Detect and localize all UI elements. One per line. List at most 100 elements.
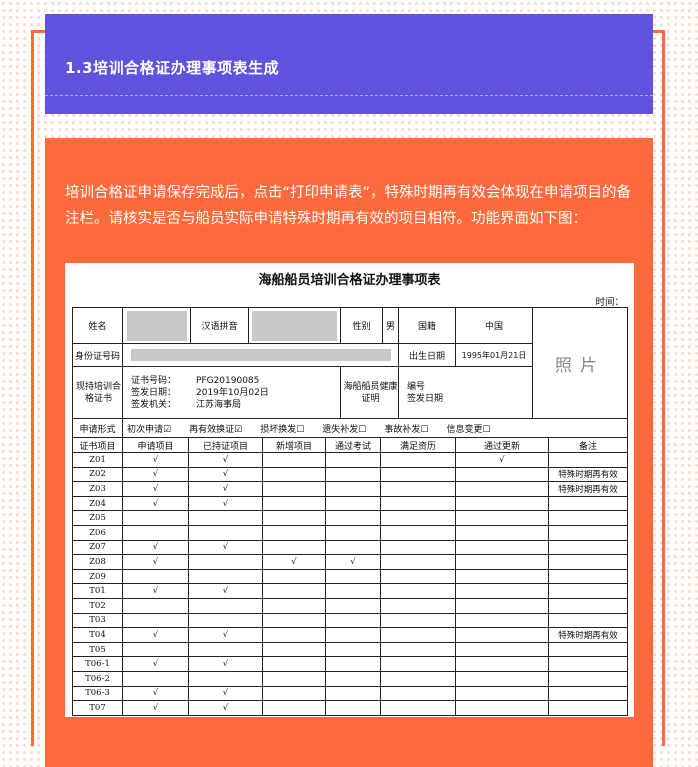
table-cell [548,554,628,570]
item-code: T03 [72,612,123,629]
issue-date: 2019年10月02日 [196,387,269,398]
issuer: 江苏海事局 [196,399,242,410]
name-value [122,307,191,344]
table-cell [122,670,189,687]
table-cell [380,466,456,483]
id-label: 身份证号码 [72,343,123,367]
table-cell [548,583,628,599]
table-cell [380,568,456,585]
table-row: Z02 √ √ 特殊时期再有效 [72,466,628,483]
table-cell [262,495,326,512]
table-cell [262,452,326,468]
table-cell: √ [188,656,263,672]
apply-option: 初次申请☑ [127,425,171,435]
table-cell [122,641,189,658]
name-label: 姓名 [72,307,123,344]
table-cell: √ [188,539,263,556]
table-row: Z07 √ √ [72,539,628,556]
table-cell: √ [188,700,263,716]
item-code: Z09 [72,568,123,585]
table-cell [380,554,456,570]
column-header: 申请项目 [122,437,189,453]
apply-option: 事故补发☐ [384,425,428,435]
table-row: T06-3 √ √ [72,685,628,702]
table-cell: √ [262,554,326,570]
nationality-value: 中国 [455,307,533,344]
table-cell [455,583,549,599]
table-cell [262,612,326,629]
issue-date-label: 签发日期： [131,387,177,398]
table-cell [262,539,326,556]
form-title: 海船船员培训合格证办理事项表 [258,273,441,288]
table-cell [380,583,456,599]
table-cell [380,670,456,687]
table-cell [188,641,263,658]
apply-option-label: 遗失补发 [322,424,359,435]
table-cell [262,583,326,599]
table-row: T01 √ √ [72,583,628,599]
apply-option: 信息变更☐ [446,425,490,435]
table-cell [548,510,628,526]
table-cell [262,656,326,672]
birth-label: 出生日期 [398,343,456,367]
table-cell: 特殊时期再有效 [548,627,628,643]
apply-label: 申请形式 [72,418,123,438]
table-cell [188,597,263,614]
gender-label: 性别 [340,307,383,344]
pinyin-label: 汉语拼音 [190,307,249,344]
table-cell [262,524,326,541]
table-cell [188,510,263,526]
table-cell: √ [122,627,189,643]
table-cell [380,597,456,614]
table-cell [380,452,456,468]
table-cell: √ [122,452,189,468]
health-label: 海船船员健康证明 [340,366,399,419]
checked-box-icon: ☑ [234,424,243,435]
column-header: 备注 [548,437,628,453]
table-cell [455,466,549,483]
table-cell [455,685,549,702]
table-cell [188,554,263,570]
table-cell: √ [122,583,189,599]
table-cell: √ [188,481,263,497]
table-cell [455,539,549,556]
table-row: T06-1 √ √ [72,656,628,672]
empty-box-icon: ☐ [482,424,491,435]
table-cell [380,656,456,672]
table-cell [262,466,326,483]
item-code: Z01 [72,452,123,468]
apply-option: 损坏换发☐ [260,425,304,435]
table-cell [122,524,189,541]
table-cell [325,466,381,483]
table-row: T03 [72,612,628,629]
table-cell [188,524,263,541]
table-cell [262,700,326,716]
table-cell [122,597,189,614]
column-header: 通过更新 [455,437,549,453]
table-cell [548,452,628,468]
item-code: Z05 [72,510,123,526]
cert-info: 证书号码： PFG20190085 签发日期： 2019年10月02日 签发机关： 江… [122,366,341,419]
birth-value: 1995年01月21日 [455,343,533,367]
table-cell [325,583,381,599]
table-cell: √ [122,656,189,672]
cert-no-label: 证书号码： [131,375,177,386]
table-cell [122,510,189,526]
checked-box-icon: ☑ [163,424,172,435]
item-code: T04 [72,627,123,643]
table-row: T05 [72,641,628,658]
table-cell [380,495,456,512]
table-cell [455,554,549,570]
column-header: 新增项目 [262,437,326,453]
table-row: Z01 √ √ √ [72,452,628,468]
table-cell: √ [122,495,189,512]
table-cell [325,685,381,702]
table-cell [325,597,381,614]
items-table: 证书项目 申请项目 已持证项目 新增项目 通过考试 满足资历 通过更新 备注 Z01 √ √ √ Z02… [72,437,628,716]
table-cell [548,656,628,672]
table-cell [455,670,549,687]
table-cell: √ [325,554,381,570]
table-cell: √ [188,627,263,643]
table-row: T02 [72,597,628,614]
table-cell [325,495,381,512]
